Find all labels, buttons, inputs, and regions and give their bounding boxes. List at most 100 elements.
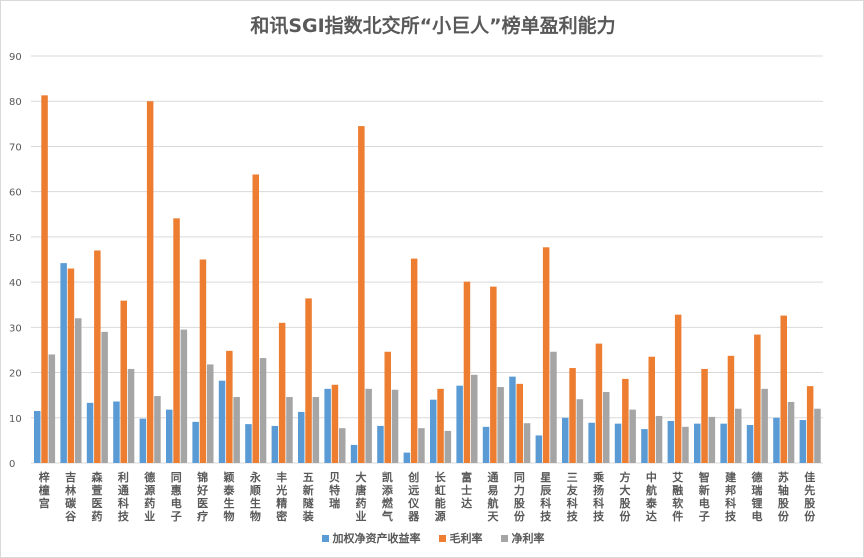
bar-2 [444,430,452,463]
bar-0 [746,425,754,463]
x-tick-label: 艾融软件 [672,470,684,523]
bar-1 [173,218,180,463]
bar-2 [180,329,188,463]
bar-2 [550,351,557,463]
y-tick-label: 50 [9,233,22,244]
x-tick-label: 富士达 [461,470,472,510]
bar-2 [655,415,663,463]
bar-0 [430,399,437,463]
bar-1 [252,174,259,463]
x-tick-label: 建邦科技 [725,470,737,523]
bar-2 [814,408,821,463]
bar-1 [569,368,576,463]
bar-2 [471,374,478,463]
x-tick-label: 丰光精密 [275,470,287,523]
bar-1 [146,101,154,463]
bar-1 [94,250,101,463]
y-tick-label: 40 [9,278,22,289]
x-tick-label: 通易航天 [488,471,500,523]
bar-1 [331,384,339,463]
bar-0 [350,444,358,463]
bar-1 [463,281,471,463]
bar-0 [218,380,226,463]
x-tick-label: 中航泰达 [645,470,658,523]
bar-1 [516,383,523,463]
x-tick-label: 大唐药业 [356,470,367,523]
x-tick-label: 梓橦宫 [39,470,50,510]
bar-1 [622,378,629,463]
bar-1 [199,259,207,463]
bar-2 [391,389,399,463]
legend-swatch [321,535,329,542]
bar-0 [482,426,490,463]
y-tick-label: 0 [9,459,15,470]
bar-0 [86,402,94,463]
bar-0 [694,423,701,463]
x-tick-label: 苏轴股份 [778,470,790,523]
y-tick-label: 30 [9,323,22,334]
bar-0 [324,388,331,463]
x-tick-label: 永顺生物 [249,470,262,523]
bar-0 [799,420,807,463]
bar-0 [720,423,727,463]
x-tick-label: 星辰科技 [540,471,552,523]
bar-0 [192,421,199,463]
bar-1 [701,368,708,463]
x-tick-label: 同力股份 [514,471,526,523]
bar-2 [312,396,320,463]
bar-0 [245,424,252,463]
bar-1 [780,315,787,463]
y-tick-label: 80 [9,97,22,108]
bar-0 [139,418,147,463]
x-tick-label: 吉林碳谷 [65,470,77,523]
bar-1 [226,350,233,463]
bar-2 [497,387,504,463]
bar-0 [509,376,516,463]
bar-0 [588,422,595,463]
bar-1 [67,268,75,463]
y-tick-label: 70 [9,142,22,153]
bar-2 [286,396,293,463]
legend-item: 加权净资产收益率 [321,530,421,546]
legend: 加权净资产收益率 毛利率 净利率 [1,530,863,546]
bar-2 [735,408,742,463]
bar-1 [384,351,391,463]
bar-1 [305,298,312,463]
bar-0 [403,452,411,463]
x-tick-label: 长虹能源 [435,470,447,523]
bar-1 [727,355,735,463]
bar-1 [278,322,286,463]
bar-0 [377,425,384,463]
bar-2 [761,388,768,463]
bar-2 [101,331,108,463]
bar-1 [41,95,48,464]
bar-0 [456,385,463,463]
bar-0 [34,410,41,463]
bar-2 [365,388,372,463]
legend-item: 净利率 [500,530,545,546]
bar-0 [166,409,173,463]
bar-2 [154,396,161,463]
y-tick-label: 20 [9,369,22,380]
bar-2 [708,416,716,463]
legend-label: 毛利率 [449,532,483,545]
x-tick-label: 颖泰生物 [223,470,236,523]
chart-title: 和讯SGI指数北交所“小巨人”榜单盈利能力 [250,15,616,37]
x-tick-label: 佳先股份 [804,470,816,523]
bar-1 [754,334,761,463]
bar-2 [576,399,584,463]
bar-2 [259,358,267,463]
bar-2 [629,409,636,463]
legend-label: 净利率 [511,532,545,545]
x-tick-label: 三友科技 [567,471,579,523]
bar-0 [562,417,569,463]
x-tick-label: 森萱医药 [92,470,104,523]
x-tick-label: 同惠电子 [171,471,182,523]
legend-swatch [438,535,446,542]
bar-0 [298,411,305,463]
x-tick-label: 德源药业 [143,470,155,523]
bar-1 [120,300,127,463]
bar-2 [603,392,610,463]
